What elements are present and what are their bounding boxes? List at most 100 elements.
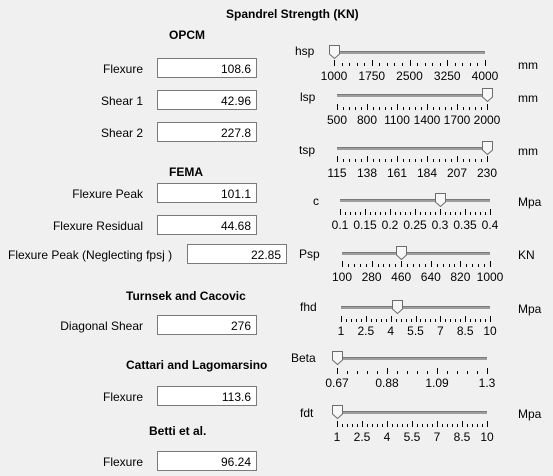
slider-tick-label: 7 — [436, 324, 444, 338]
slider-tick-label: 184 — [416, 166, 438, 180]
slider-tick-label: 2000 — [473, 113, 501, 127]
slider-thumb-psp[interactable] — [396, 246, 408, 260]
flexure-residual-field[interactable]: 44.68 — [157, 215, 257, 235]
slider-thumb-c[interactable] — [435, 193, 446, 207]
slider-tick-label: 10 — [480, 430, 494, 444]
flexure-opcm-field[interactable]: 108.6 — [157, 58, 257, 78]
tick-mark — [403, 159, 404, 162]
flexure-betti-field[interactable]: 96.24 — [157, 451, 257, 471]
tick-mark — [361, 107, 362, 110]
tick-mark — [401, 261, 403, 267]
tick-mark — [395, 319, 397, 322]
slider-tick-label: 1.09 — [425, 376, 449, 390]
slider-track-psp[interactable] — [342, 252, 490, 255]
tick-mark — [415, 107, 416, 110]
flexure-cattari-field[interactable]: 113.6 — [157, 386, 257, 406]
tick-mark — [387, 368, 388, 374]
tick-mark — [485, 212, 486, 215]
slider-tick-label: 1000 — [320, 69, 348, 83]
slider-thumb-fdt[interactable] — [332, 405, 343, 419]
tick-mark — [355, 212, 356, 215]
slider-tick-label: 1000 — [476, 270, 504, 284]
tick-mark — [356, 63, 358, 66]
tick-mark — [427, 371, 428, 374]
field-label: Flexure Residual — [52, 219, 143, 233]
slider-tick-label: 5.5 — [403, 430, 421, 444]
flexure-peak-field[interactable]: 101.1 — [157, 183, 257, 203]
tick-mark — [490, 261, 491, 267]
slider-track-fhd[interactable] — [341, 306, 490, 309]
tick-mark — [350, 319, 352, 322]
slider-tick-label: 4000 — [471, 69, 499, 83]
panel-title: Spandrel Strength (KN) — [226, 7, 359, 21]
slider-thumb-tsp[interactable] — [482, 141, 493, 155]
field-label: Diagonal Shear — [60, 319, 143, 333]
slider-thumb-fhd[interactable] — [392, 300, 404, 314]
tick-mark — [465, 209, 466, 215]
tick-mark — [409, 60, 411, 66]
slider-track-hsp[interactable] — [334, 51, 485, 54]
slider-track-lsp[interactable] — [337, 94, 487, 97]
tick-mark — [391, 107, 392, 110]
slider-unit-psp: KN — [518, 248, 535, 262]
slider-track-tsp[interactable] — [337, 147, 487, 150]
slider-tick-label: 820 — [450, 270, 471, 284]
shear1-field[interactable]: 42.96 — [157, 90, 257, 110]
tick-mark — [487, 156, 488, 162]
section-opcm: OPCM — [169, 28, 205, 42]
tick-mark — [442, 264, 444, 267]
diagonal-shear-field[interactable]: 276 — [157, 315, 257, 335]
slider-ticks-psp — [342, 261, 491, 267]
slider-tick-label: 7 — [433, 430, 441, 444]
tick-mark — [417, 63, 419, 66]
tick-mark — [409, 159, 410, 162]
flexure-peak-neglecting-field[interactable]: 22.85 — [187, 244, 287, 264]
slider-track-c[interactable] — [340, 199, 490, 202]
tick-mark — [450, 212, 451, 215]
slider-track-fdt[interactable] — [337, 411, 487, 414]
slider-ticks-fdt — [337, 421, 488, 427]
tick-mark — [353, 264, 355, 267]
slider-unit-fdt: Mpa — [518, 407, 542, 421]
tick-mark — [382, 424, 383, 427]
tick-mark — [420, 212, 421, 215]
slider-tick-label: 230 — [476, 166, 498, 180]
tick-mark — [389, 264, 391, 267]
tick-mark — [465, 316, 467, 322]
slider-tick-label: 0.3 — [431, 218, 449, 232]
slider-label-hsp: hsp — [295, 44, 315, 58]
tick-mark — [427, 424, 428, 427]
slider-track-beta[interactable] — [337, 357, 487, 360]
slider-thumb-lsp[interactable] — [482, 88, 493, 102]
tick-mark — [440, 209, 441, 215]
tick-mark — [415, 209, 416, 215]
tick-mark — [340, 209, 341, 215]
tick-mark — [417, 371, 418, 374]
slider-tick-label: 800 — [356, 113, 378, 127]
tick-mark — [375, 319, 377, 322]
shear2-field[interactable]: 227.8 — [157, 122, 257, 142]
tick-mark — [372, 424, 373, 427]
tick-mark — [417, 424, 418, 427]
tick-mark — [475, 212, 476, 215]
tick-mark — [487, 104, 488, 110]
tick-mark — [480, 319, 482, 322]
slider-thumb-beta[interactable] — [332, 351, 343, 365]
slider-label-fhd: fhd — [300, 300, 317, 314]
tick-mark — [445, 319, 447, 322]
field-label: Flexure — [102, 62, 143, 76]
slider-thumb-hsp[interactable] — [329, 45, 340, 59]
tick-mark — [462, 63, 464, 66]
tick-mark — [367, 156, 368, 162]
slider-tick-label: 1.3 — [478, 376, 496, 390]
tick-mark — [439, 107, 440, 110]
slider-tick-label: 0.4 — [481, 218, 499, 232]
tick-mark — [433, 159, 434, 162]
tick-mark — [451, 107, 452, 110]
slider-label-psp: Psp — [299, 247, 320, 261]
tick-mark — [475, 107, 476, 110]
tick-mark — [433, 107, 434, 110]
slider-tick-label: 207 — [446, 166, 468, 180]
tick-mark — [463, 159, 464, 162]
tick-mark — [445, 159, 446, 162]
